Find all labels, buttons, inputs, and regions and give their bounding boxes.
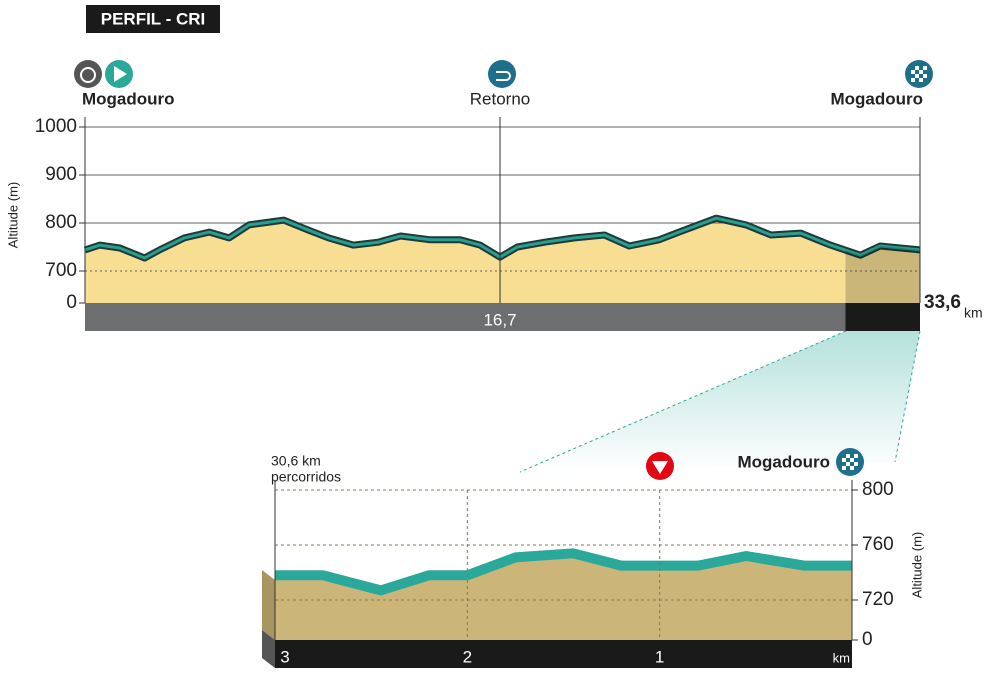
x-unit: km — [964, 305, 983, 321]
x-tick-label: 2 — [463, 647, 472, 666]
zoom-line — [519, 330, 847, 473]
y-tick-label: 760 — [862, 534, 894, 555]
finish-icon — [911, 66, 927, 82]
chrono-icon — [74, 60, 102, 88]
y-tick-label: 800 — [45, 212, 77, 233]
title: PERFIL - CRI — [101, 9, 206, 28]
zoom-fade — [520, 331, 920, 472]
profile-line — [275, 548, 852, 596]
y-tick-label: 0 — [862, 629, 873, 650]
distance-strip — [275, 640, 852, 668]
finish-icon — [842, 454, 858, 470]
y-axis-label: Altitude (m) — [5, 182, 20, 248]
y-axis-label: Altitude (m) — [909, 532, 924, 598]
x-unit: km — [833, 650, 850, 665]
finish-icon — [911, 66, 927, 82]
x-tick-label: 16,7 — [483, 310, 516, 329]
x-tick-label: 33,6 — [924, 292, 961, 313]
turn-icon — [496, 71, 511, 81]
start-label: 30,6 km — [271, 453, 321, 469]
y-tick-label: 720 — [862, 589, 894, 610]
distance-strip — [85, 303, 920, 331]
x-tick-label: 1 — [655, 647, 664, 666]
start-label: percorridos — [271, 469, 341, 485]
side-face — [262, 570, 275, 640]
area — [85, 218, 920, 303]
zoom-strip — [845, 303, 920, 331]
finish-icon — [842, 454, 858, 470]
marker-label: Retorno — [470, 89, 530, 108]
x-tick-label: 3 — [280, 647, 289, 666]
chrono-icon — [80, 67, 96, 83]
side-face — [262, 630, 275, 668]
y-tick-label: 800 — [862, 479, 894, 500]
turn-icon — [488, 60, 516, 88]
title-box — [86, 5, 220, 33]
y-tick-label: 0 — [66, 292, 77, 313]
flamme-rouge-icon — [652, 461, 668, 474]
start-icon — [114, 66, 127, 82]
profile-line — [84, 216, 921, 260]
y-tick-label: 900 — [45, 164, 77, 185]
zoom-line — [894, 330, 921, 463]
y-tick-label: 1000 — [35, 116, 77, 137]
y-tick-label: 700 — [45, 260, 77, 281]
marker-label: Mogadouro — [830, 89, 923, 108]
marker-label: Mogadouro — [82, 89, 175, 108]
finish-label: Mogadouro — [737, 452, 830, 471]
area — [275, 553, 852, 640]
